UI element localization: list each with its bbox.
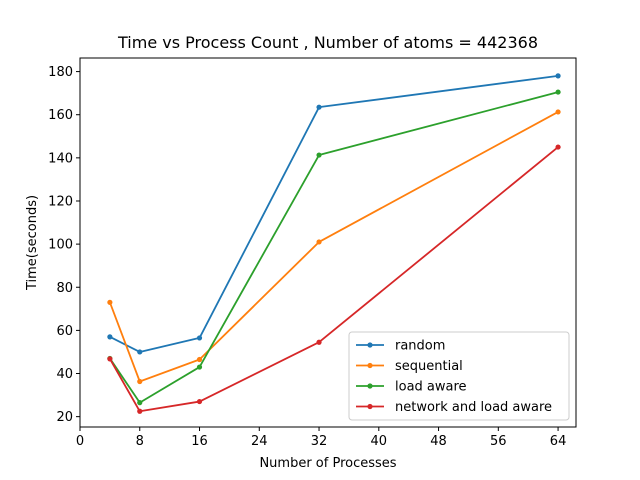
legend-marker xyxy=(367,403,373,410)
x-tick-label: 48 xyxy=(430,434,447,449)
data-point-load-aware xyxy=(196,364,203,370)
legend: random sequential load aware network and lo… xyxy=(348,331,570,421)
x-tick-label: 16 xyxy=(191,434,208,449)
plot-area xyxy=(79,57,577,428)
x-tick-label: 56 xyxy=(490,434,507,449)
x-tick-label: 0 xyxy=(76,434,84,449)
data-point-sequential xyxy=(555,109,561,115)
y-tick-label: 100 xyxy=(48,238,73,253)
x-tick-label: 64 xyxy=(550,434,567,449)
data-point-random xyxy=(316,104,322,110)
x-tick-label: 24 xyxy=(251,434,268,449)
y-tick-label: 140 xyxy=(48,151,73,166)
data-point-network-and-load-aware xyxy=(316,339,322,345)
legend-label: network and load aware xyxy=(395,400,552,415)
plot-frame xyxy=(79,57,577,428)
data-point-sequential xyxy=(316,239,322,245)
legend-label: sequential xyxy=(395,359,463,374)
data-point-random xyxy=(137,349,143,355)
data-point-load-aware xyxy=(316,152,322,158)
chart-title: Time vs Process Count , Number of atoms … xyxy=(117,33,538,52)
data-point-network-and-load-aware xyxy=(555,144,561,150)
y-tick-label: 80 xyxy=(56,281,73,296)
y-tick-label: 60 xyxy=(56,324,73,339)
data-point-load-aware xyxy=(555,89,561,95)
data-point-network-and-load-aware xyxy=(196,398,203,405)
series-layer xyxy=(107,73,561,414)
x-tick-label: 32 xyxy=(311,434,328,449)
x-axis: 0 8 16 24 32 40 48 56 64 xyxy=(76,427,566,449)
y-axis-label: Time(seconds) xyxy=(25,195,40,291)
legend-marker xyxy=(367,342,373,348)
legend-label: load aware xyxy=(395,380,467,395)
y-tick-label: 40 xyxy=(56,367,73,382)
data-point-sequential xyxy=(107,299,113,305)
data-point-random xyxy=(196,335,203,341)
data-point-sequential xyxy=(137,378,143,385)
y-tick-label: 120 xyxy=(48,194,73,209)
data-point-network-and-load-aware xyxy=(137,408,143,414)
y-tick-label: 180 xyxy=(48,65,73,80)
y-tick-label: 20 xyxy=(56,410,73,425)
x-tick-label: 8 xyxy=(136,434,144,449)
y-tick-label: 160 xyxy=(48,108,73,123)
data-point-load-aware xyxy=(137,400,143,406)
y-axis: 20 40 60 80 100 120 140 160 180 xyxy=(48,65,80,425)
x-axis-label: Number of Processes xyxy=(259,456,396,471)
data-point-random xyxy=(555,73,561,79)
data-point-random xyxy=(107,334,113,340)
x-tick-label: 40 xyxy=(371,434,388,449)
legend-marker xyxy=(367,362,373,369)
series-line-random xyxy=(109,75,559,353)
legend-frame xyxy=(348,331,570,421)
legend-label: random xyxy=(395,339,445,354)
data-point-network-and-load-aware xyxy=(107,356,113,362)
legend-marker xyxy=(367,383,373,389)
data-point-sequential xyxy=(196,356,203,363)
